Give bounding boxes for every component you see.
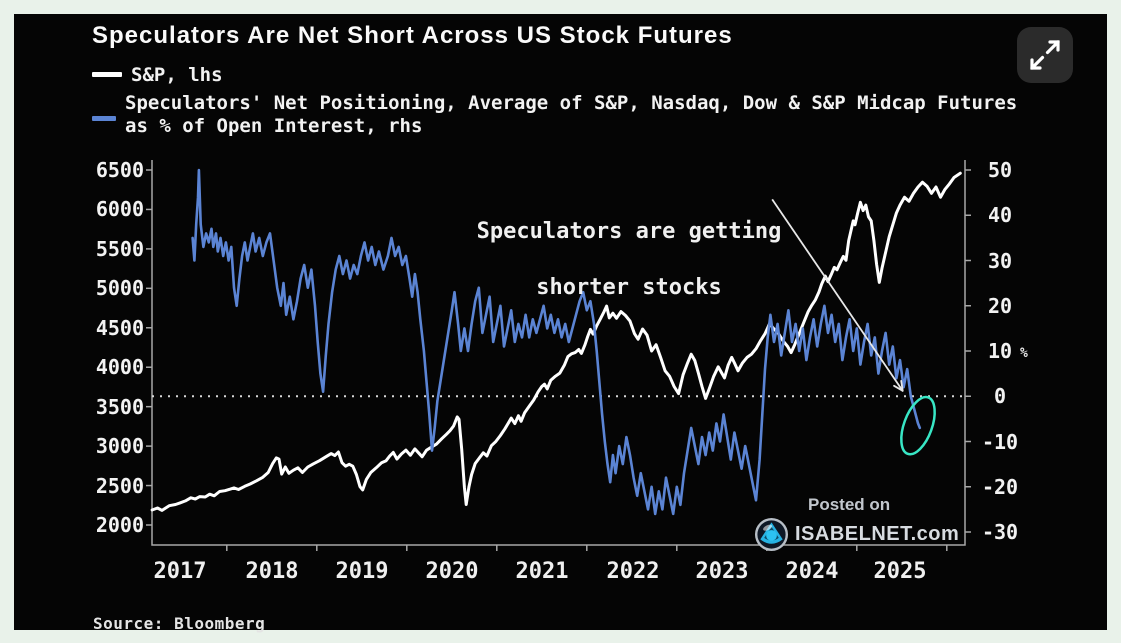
watermark: Posted on ISABELNET.com [754,495,984,552]
left-axis-tick-label: 4500 [95,316,144,340]
chart-image: Speculators Are Net Short Across US Stoc… [14,14,1107,633]
legend-label-sp: S&P, lhs [131,64,223,86]
chart-annotation: Speculators are getting shorter stocks [439,190,819,330]
watermark-posted-on: Posted on [808,495,891,514]
legend-row-positioning: Speculators' Net Positioning, Average of… [92,92,1017,138]
legend-swatch-positioning [92,116,116,121]
left-axis-tick-label: 2500 [95,474,144,498]
expand-arrows-icon [1030,40,1060,70]
left-axis-tick-label: 5000 [95,276,144,300]
left-axis-tick-label: 6500 [95,158,144,182]
legend-label-positioning-line1: Speculators' Net Positioning, Average of… [125,92,1018,114]
plot-area [146,160,971,551]
right-axis-tick-label: 10 [987,339,1013,363]
isabelnet-logo-icon [754,517,789,552]
x-axis-tick-label: 2024 [785,559,839,584]
legend-swatch-sp [92,72,122,77]
expand-button[interactable] [1017,27,1073,83]
annotation-line1: Speculators are getting [476,219,782,244]
x-axis-tick-label: 2020 [425,559,479,584]
chart-title: Speculators Are Net Short Across US Stoc… [92,22,733,49]
legend-row-sp: S&P, lhs [92,64,223,87]
left-axis-tick-label: 3500 [95,395,144,419]
x-axis-tick-label: 2017 [153,559,207,584]
x-axis-tick-label: 2025 [873,559,927,584]
x-axis-tick-label: 2023 [695,559,749,584]
right-axis-tick-label: -10 [981,430,1019,454]
right-axis-tick-label: -30 [981,520,1019,544]
left-axis-tick-label: 6000 [95,197,144,221]
right-axis-tick-label: 30 [987,249,1013,273]
annotation-line2: shorter stocks [536,275,722,300]
right-axis-tick-label: 0 [993,384,1007,408]
legend-label-positioning-line2: as % of Open Interest, rhs [125,115,423,137]
watermark-site: ISABELNET.com [795,523,960,545]
source-label: Source: Bloomberg [93,614,266,633]
left-axis-tick-label: 4000 [95,355,144,379]
x-axis-tick-label: 2019 [335,559,389,584]
right-axis-tick-label: -20 [981,475,1019,499]
right-axis-tick-label: 50 [987,158,1013,182]
x-axis-tick-label: 2022 [606,559,660,584]
left-axis-tick-label: 2000 [95,513,144,537]
right-axis-unit: % [1020,346,1028,361]
right-axis-tick-label: 20 [987,294,1013,318]
x-axis-tick-label: 2021 [515,559,569,584]
x-axis-tick-label: 2018 [245,559,299,584]
left-axis-tick-label: 3000 [95,434,144,458]
right-axis-tick-label: 40 [987,203,1013,227]
left-axis-tick-label: 5500 [95,237,144,261]
